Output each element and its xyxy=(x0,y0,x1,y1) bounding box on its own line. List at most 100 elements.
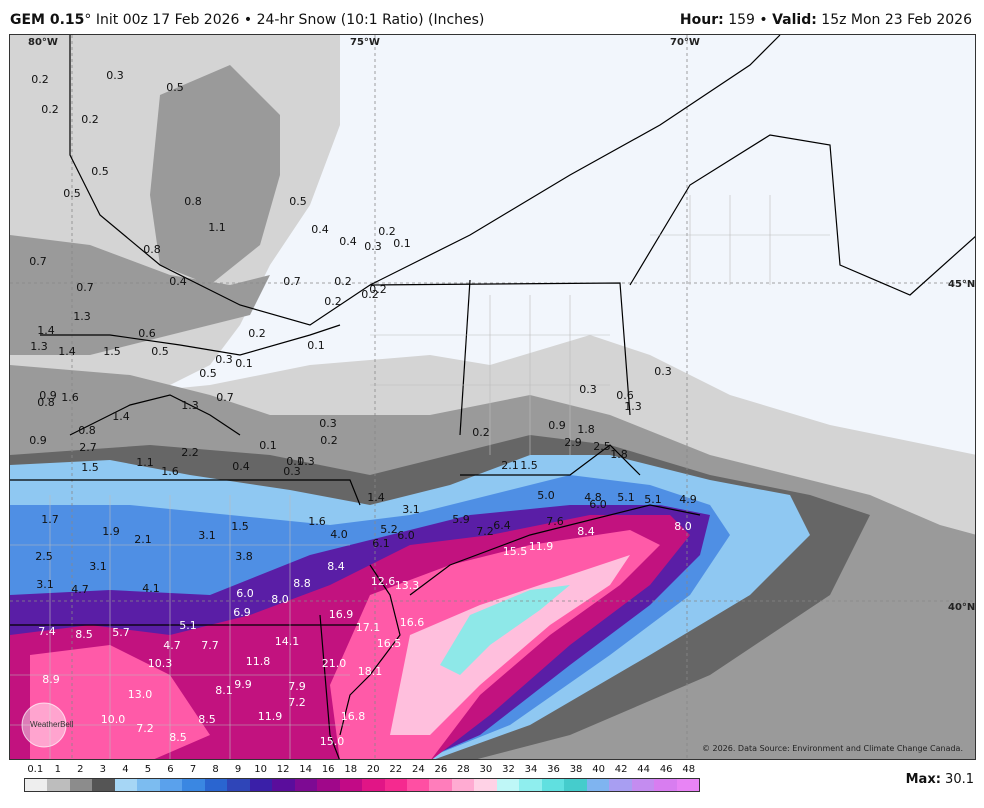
snowfall-value-label: 0.3 xyxy=(579,383,597,396)
colorbar-tick-label: 3 xyxy=(99,764,107,775)
borders xyxy=(10,35,975,759)
colorbar-swatch xyxy=(654,779,677,791)
snowfall-value-label: 8.0 xyxy=(674,520,692,533)
snowfall-value-label: 16.6 xyxy=(400,616,425,629)
snowfall-value-label: 8.1 xyxy=(215,684,233,697)
colorbar-tick-label: 5 xyxy=(144,764,152,775)
max-number: 30.1 xyxy=(945,772,974,787)
shade-medium-2 xyxy=(10,235,270,355)
graticule xyxy=(10,35,975,759)
snowfall-value-label: 13.3 xyxy=(395,579,420,592)
snowfall-value-label: 4.0 xyxy=(330,528,348,541)
snowfall-value-label: 0.2 xyxy=(378,225,396,238)
colorbar-swatch xyxy=(586,779,610,791)
snowfall-value-label: 10.0 xyxy=(101,713,126,726)
colorbar-tick-label: 22 xyxy=(389,764,403,775)
colorbar-swatch xyxy=(114,779,138,791)
colorbar-tick-label: 16 xyxy=(321,764,335,775)
watermark-logo: WeatherBell xyxy=(21,702,74,748)
colorbar-swatch xyxy=(496,779,520,791)
snowfall-value-label: 0.6 xyxy=(616,389,634,402)
colorbar-swatch xyxy=(317,779,340,791)
colorbar-tick-label: 7 xyxy=(189,764,197,775)
snowfall-value-label: 0.8 xyxy=(78,424,96,437)
snowfall-value-label: 0.9 xyxy=(39,389,57,402)
snowfall-value-label: 0.3 xyxy=(364,240,382,253)
snowfall-value-label: 6.1 xyxy=(372,537,390,550)
snowfall-value-label: 0.3 xyxy=(283,465,301,478)
init-time: Init 00z 17 Feb 2026 xyxy=(95,12,240,28)
snowfall-value-label: 0.5 xyxy=(91,165,109,178)
model-name: GEM 0.15 xyxy=(10,12,85,28)
snowfall-value-label: 8.5 xyxy=(198,713,216,726)
snowfall-value-label: 8.4 xyxy=(577,525,595,538)
colorbar-swatch xyxy=(204,779,228,791)
grid-label-40n: 40°N xyxy=(948,602,975,613)
colorbar-tick-label: 28 xyxy=(457,764,470,775)
snowfall-value-label: 1.6 xyxy=(308,515,326,528)
colorbar-tick-label: 34 xyxy=(524,764,538,775)
snowfall-value-label: 5.2 xyxy=(380,523,398,536)
colorbar-tick-label: 8 xyxy=(212,764,219,775)
snowfall-value-label: 0.3 xyxy=(654,365,672,378)
colorbar-tick-label: 44 xyxy=(637,764,651,775)
snowfall-value-label: 0.7 xyxy=(216,391,234,404)
snowfall-value-label: 0.3 xyxy=(106,69,124,82)
colorbar xyxy=(24,778,700,792)
shade-medium-1 xyxy=(150,65,280,285)
colorbar-tick-label: 6 xyxy=(167,764,174,775)
colorbar-swatch xyxy=(159,779,183,791)
snowfall-value-label: 6.4 xyxy=(493,519,511,532)
snowfall-value-label: 10.3 xyxy=(148,657,173,670)
max-value: Max: 30.1 xyxy=(906,772,974,787)
colorbar-tick-label: 42 xyxy=(614,764,628,775)
snowfall-value-label: 0.8 xyxy=(184,195,202,208)
snowfall-value-label: 0.1 xyxy=(235,357,253,370)
snowfall-value-label: 0.2 xyxy=(334,275,352,288)
snowfall-value-label: 6.9 xyxy=(233,606,251,619)
colorbar-tick-label: 4 xyxy=(122,764,129,775)
snowfall-value-label: 8.9 xyxy=(42,673,60,686)
colorbar-swatch xyxy=(362,779,385,791)
colorbar-tick-label: 30 xyxy=(479,764,493,775)
colorbar-swatch xyxy=(384,779,407,791)
snowfall-value-label: 0.2 xyxy=(472,426,490,439)
colorbar-tick-label: 12 xyxy=(276,764,290,775)
snowfall-value-label: 3.1 xyxy=(36,578,54,591)
product-name: 24-hr Snow (10:1 Ratio) (Inches) xyxy=(256,12,485,28)
hour-value: 159 xyxy=(728,12,755,28)
snowfall-value-label: 0.2 xyxy=(324,295,342,308)
snowfall-value-label: 7.2 xyxy=(476,525,494,538)
snowfall-value-label: 6.0 xyxy=(589,498,607,511)
snowfall-value-label: 16.5 xyxy=(377,637,402,650)
snowfall-map: 80°W 75°W 70°W 45°N 40°N 0.2 0.3 0.2 0.2 0.5… xyxy=(9,34,976,760)
snowfall-value-label: 0.2 xyxy=(248,327,266,340)
header-valid: Hour: 159 • Valid: 15z Mon 23 Feb 2026 xyxy=(680,12,972,28)
snowfall-value-label: 2.7 xyxy=(79,441,97,454)
snowfall-value-label: 0.3 xyxy=(319,417,337,430)
colorbar-tick-label: 14 xyxy=(299,764,313,775)
colorbar-swatch xyxy=(47,779,70,791)
snowfall-value-label: 18.1 xyxy=(358,665,383,678)
snowfall-value-label: 12.6 xyxy=(371,575,396,588)
colorbar-swatch xyxy=(429,779,452,791)
snowfall-value-label: 0.1 xyxy=(393,237,411,250)
snowfall-value-label: 5.9 xyxy=(452,513,470,526)
snowfall-value-label: 1.4 xyxy=(37,324,55,337)
snowfall-value-label: 1.5 xyxy=(81,461,99,474)
colorbar-tick-label: 32 xyxy=(502,764,515,775)
colorbar-swatch xyxy=(339,779,363,791)
snowfall-values: 0.2 0.30.20.20.50.50.50.8 0.51.1 0.40.80.4 0… xyxy=(29,69,697,748)
shade-pink xyxy=(30,530,660,759)
snowfall-value-label: 0.9 xyxy=(29,434,47,447)
snowfall-value-label: 13.0 xyxy=(128,688,153,701)
snowfall-value-label: 1.1 xyxy=(136,456,154,469)
county-lines xyxy=(10,195,830,759)
grid-label-75w: 75°W xyxy=(350,37,380,48)
snowfall-value-label: 5.1 xyxy=(179,619,197,632)
snowfall-value-label: 0.5 xyxy=(166,81,184,94)
map-canvas: 80°W 75°W 70°W 45°N 40°N 0.2 0.30.20.20.5… xyxy=(10,35,975,759)
snowfall-value-label: 17.1 xyxy=(356,621,381,634)
colorbar-swatch xyxy=(227,779,250,791)
colorbar-swatch xyxy=(137,779,160,791)
